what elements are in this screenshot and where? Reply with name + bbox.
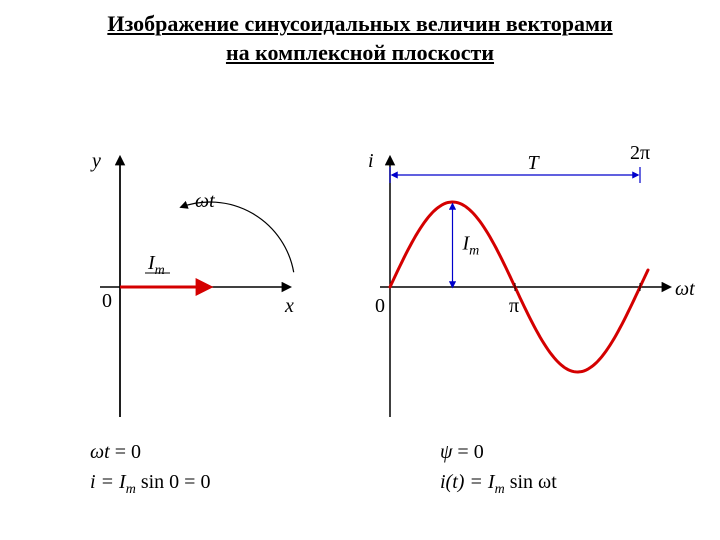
formula-right-line1: ψ = 0 <box>440 437 557 467</box>
left-x-label: x <box>284 295 294 317</box>
arc-label: ωt <box>195 190 215 212</box>
vector-im-label: Im <box>147 252 165 278</box>
formula-right-line2: i(t) = Im sin ωt <box>440 467 557 500</box>
formula-left-line1: ωt = 0 <box>90 437 210 467</box>
formula-left-line2: i = Im sin 0 = 0 <box>90 467 210 500</box>
period-label: T <box>528 152 541 174</box>
right-x-label: ωt <box>675 278 695 300</box>
amplitude-label: Im <box>462 233 480 259</box>
diagram-area: y x 0 ωt Im i ωt 0 π 2π T Im ωt = 0 i = Im sin 0 = … <box>0 67 720 527</box>
right-origin-label: 0 <box>375 295 385 317</box>
left-origin-label: 0 <box>102 290 112 312</box>
rotation-arc <box>181 202 294 272</box>
formula-left: ωt = 0 i = Im sin 0 = 0 <box>90 437 210 500</box>
left-y-label: y <box>90 150 101 172</box>
twopi-label: 2π <box>630 142 650 164</box>
diagram-title: Изображение синусоидальных величин векто… <box>0 0 720 67</box>
pi-label: π <box>509 295 519 317</box>
formula-right: ψ = 0 i(t) = Im sin ωt <box>440 437 557 500</box>
title-line1: Изображение синусоидальных величин векто… <box>107 11 612 36</box>
title-line2: на комплексной плоскости <box>226 40 494 65</box>
right-y-label: i <box>368 150 374 172</box>
